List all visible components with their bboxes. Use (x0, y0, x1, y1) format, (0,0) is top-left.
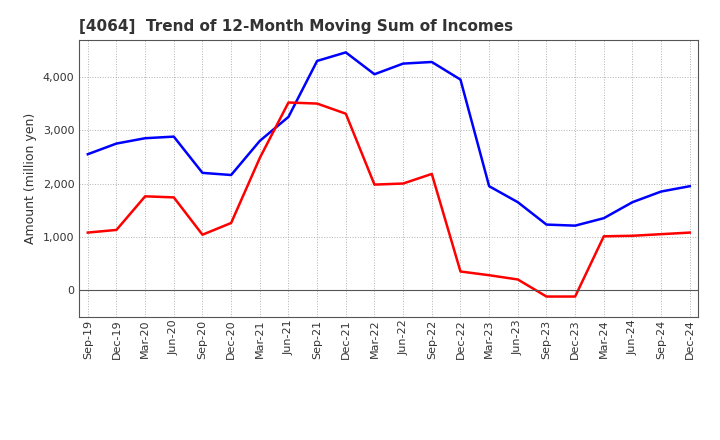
Y-axis label: Amount (million yen): Amount (million yen) (24, 113, 37, 244)
Text: [4064]  Trend of 12-Month Moving Sum of Incomes: [4064] Trend of 12-Month Moving Sum of I… (79, 19, 513, 34)
Ordinary Income (600, 216, 608, 221)
Net Income (600, 234, 608, 239)
Net Income (542, 294, 551, 299)
Ordinary Income (256, 138, 264, 143)
Line: Net Income: Net Income (88, 103, 690, 297)
Net Income (399, 181, 408, 186)
Ordinary Income (657, 189, 665, 194)
Ordinary Income (141, 136, 150, 141)
Ordinary Income (399, 61, 408, 66)
Net Income (456, 269, 465, 274)
Line: Ordinary Income: Ordinary Income (88, 52, 690, 226)
Net Income (284, 100, 293, 105)
Ordinary Income (571, 223, 580, 228)
Ordinary Income (84, 151, 92, 157)
Ordinary Income (112, 141, 121, 146)
Net Income (513, 277, 522, 282)
Net Income (341, 111, 350, 116)
Ordinary Income (485, 183, 493, 189)
Ordinary Income (198, 170, 207, 176)
Ordinary Income (341, 50, 350, 55)
Ordinary Income (513, 200, 522, 205)
Net Income (256, 155, 264, 161)
Ordinary Income (428, 59, 436, 65)
Net Income (628, 233, 636, 238)
Ordinary Income (456, 77, 465, 82)
Net Income (198, 232, 207, 237)
Ordinary Income (542, 222, 551, 227)
Ordinary Income (284, 114, 293, 120)
Ordinary Income (227, 172, 235, 178)
Net Income (169, 195, 178, 200)
Ordinary Income (370, 72, 379, 77)
Net Income (141, 194, 150, 199)
Net Income (227, 220, 235, 226)
Net Income (112, 227, 121, 233)
Ordinary Income (685, 183, 694, 189)
Net Income (571, 294, 580, 299)
Net Income (485, 272, 493, 278)
Ordinary Income (169, 134, 178, 139)
Ordinary Income (628, 200, 636, 205)
Net Income (370, 182, 379, 187)
Net Income (657, 231, 665, 237)
Net Income (428, 171, 436, 176)
Ordinary Income (312, 58, 321, 63)
Net Income (84, 230, 92, 235)
Net Income (312, 101, 321, 106)
Net Income (685, 230, 694, 235)
